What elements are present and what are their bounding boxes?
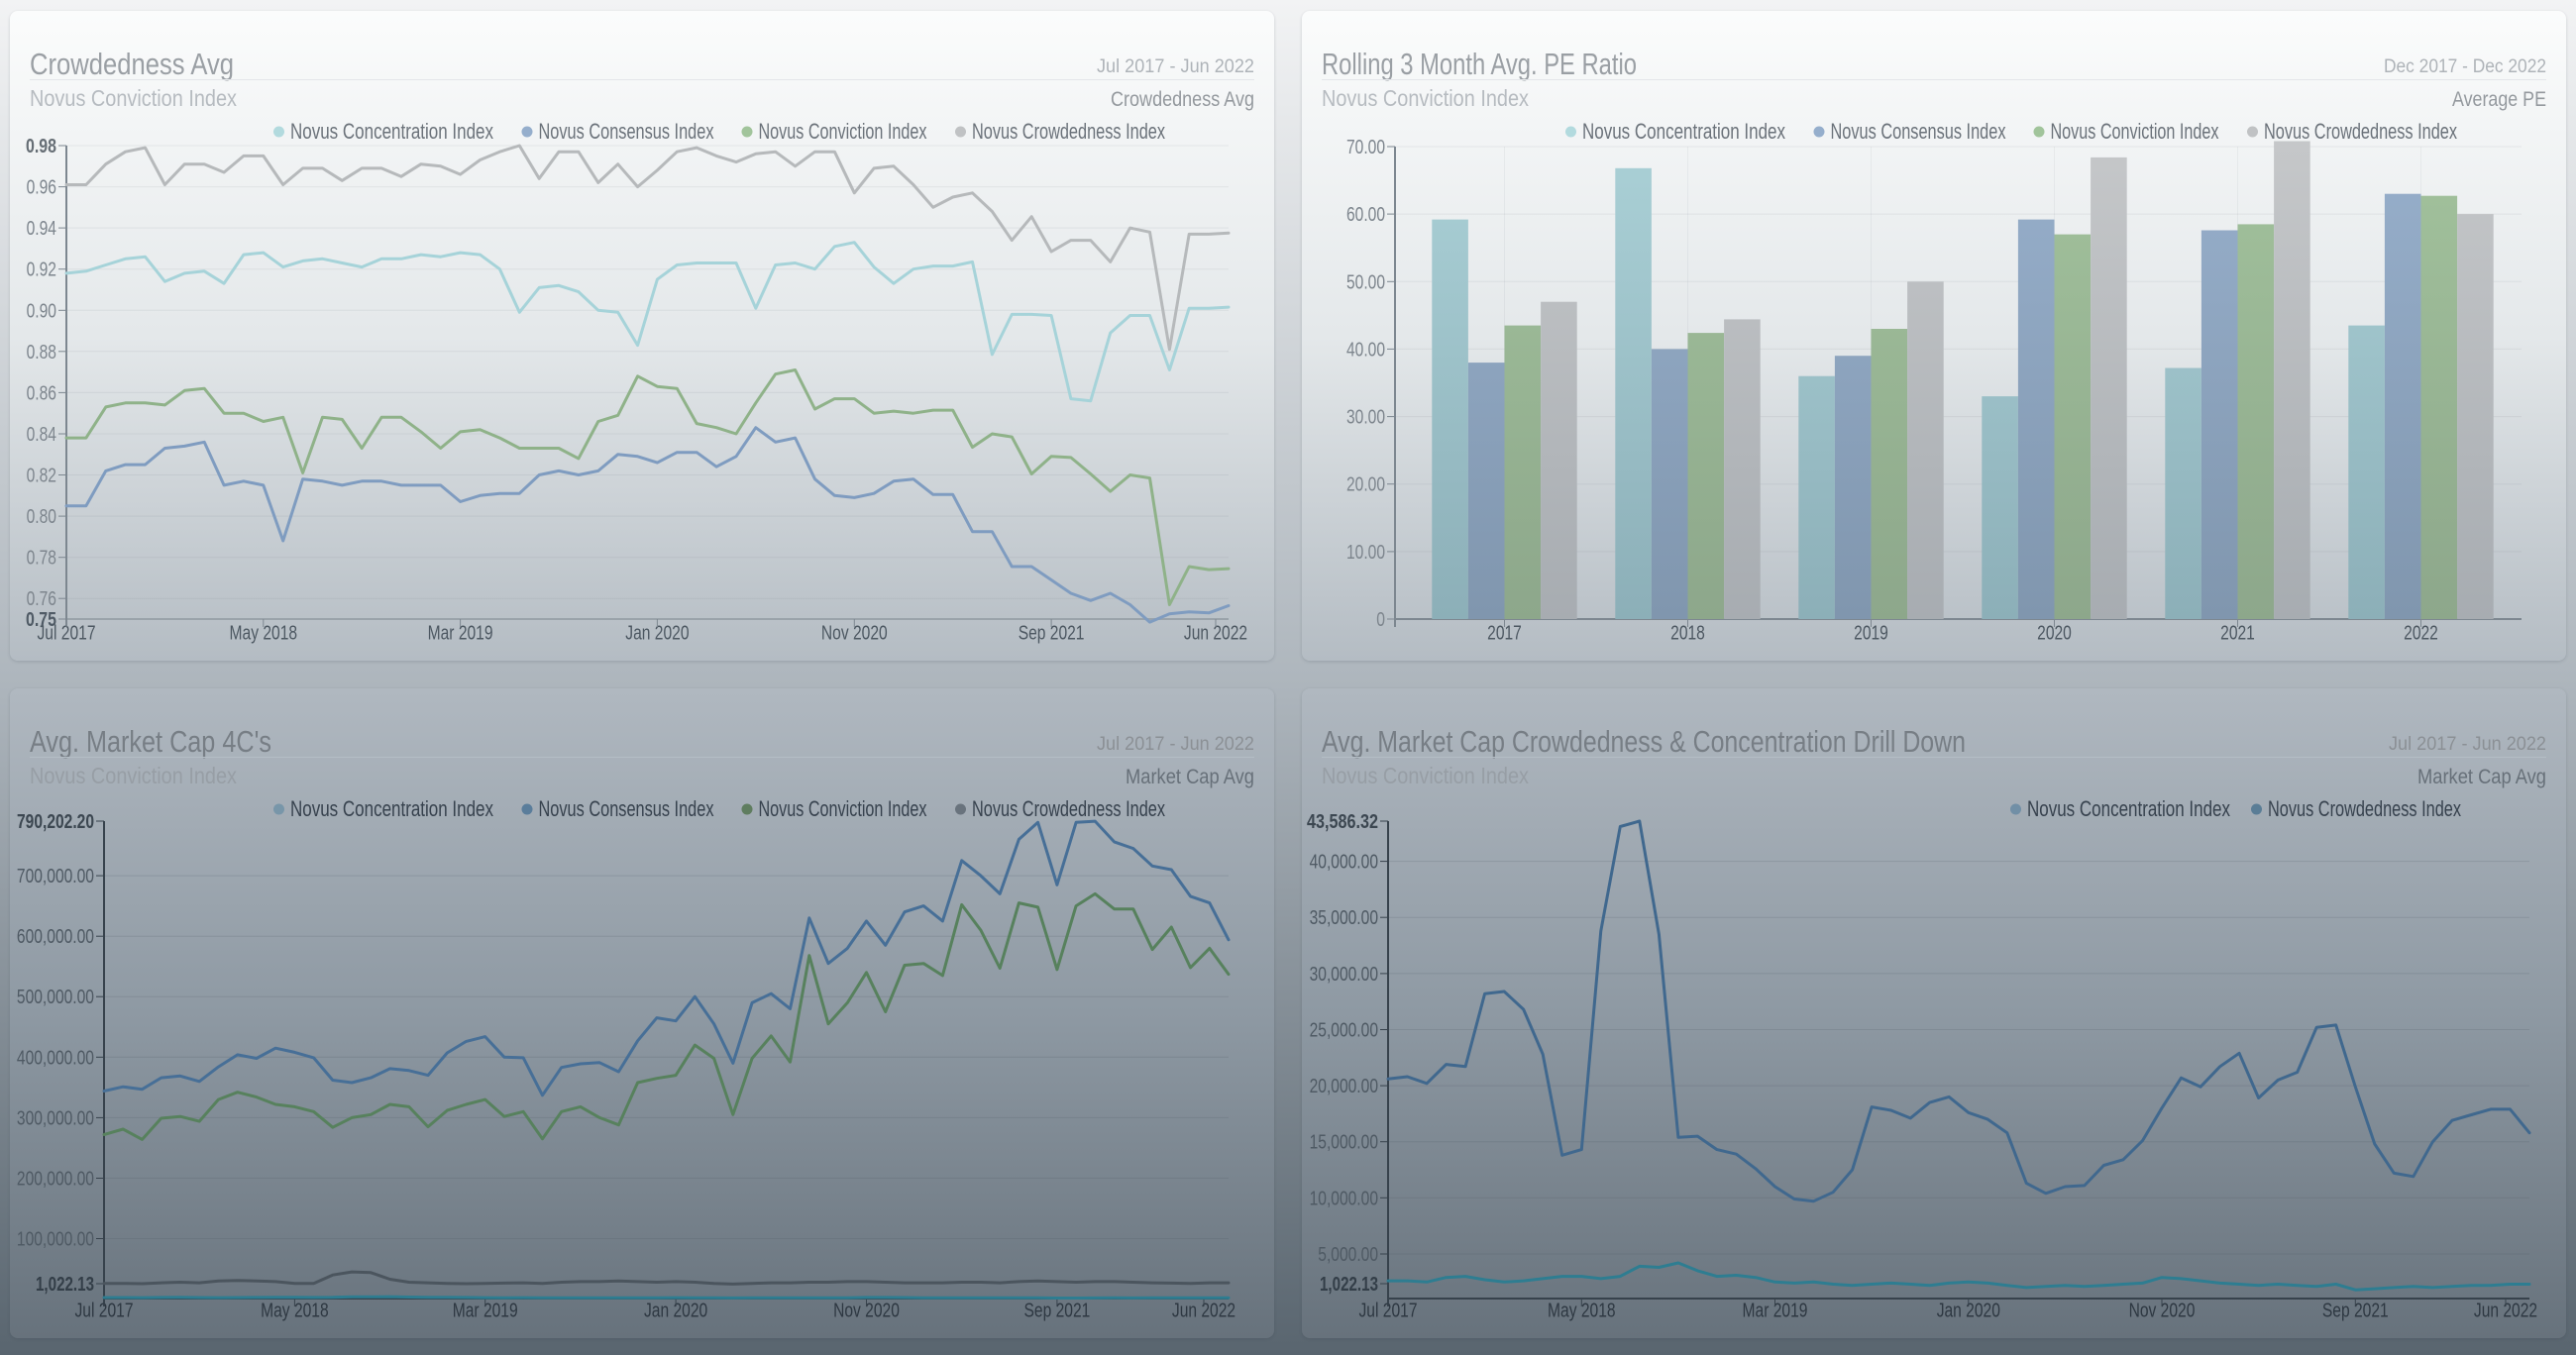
svg-text:Novus Crowdedness Index: Novus Crowdedness Index [972,119,1165,144]
svg-text:40.00: 40.00 [1346,339,1385,361]
svg-text:Novus Consensus Index: Novus Consensus Index [539,796,714,821]
svg-text:Crowdedness Avg: Crowdedness Avg [30,48,234,81]
svg-text:Novus Consensus Index: Novus Consensus Index [1831,119,2006,144]
svg-text:Novus Crowdedness Index: Novus Crowdedness Index [972,796,1165,821]
svg-text:Jul 2017 - Jun 2022: Jul 2017 - Jun 2022 [1097,55,1254,77]
svg-text:10,000.00: 10,000.00 [1310,1188,1378,1209]
svg-text:0.78: 0.78 [27,548,56,570]
svg-text:Crowdedness Avg: Crowdedness Avg [1111,88,1254,111]
svg-text:Jul 2017 - Jun 2022: Jul 2017 - Jun 2022 [2389,733,2546,755]
svg-text:Jul 2017 - Jun 2022: Jul 2017 - Jun 2022 [1097,733,1254,755]
svg-text:790,202.20: 790,202.20 [17,811,94,833]
svg-text:Market Cap Avg: Market Cap Avg [2417,766,2546,788]
svg-text:0.84: 0.84 [27,424,56,446]
svg-text:Rolling 3 Month Avg. PE Ratio: Rolling 3 Month Avg. PE Ratio [1322,48,1637,81]
svg-text:Sep 2021: Sep 2021 [1024,1301,1091,1322]
svg-text:30,000.00: 30,000.00 [1310,964,1378,986]
svg-text:May 2018: May 2018 [230,623,298,645]
svg-text:20.00: 20.00 [1346,474,1385,496]
svg-text:0.96: 0.96 [27,177,56,199]
svg-text:Avg. Market Cap Crowdedness &: Avg. Market Cap Crowdedness & Concentrat… [1322,725,1966,759]
svg-text:500,000.00: 500,000.00 [17,987,94,1008]
svg-text:70.00: 70.00 [1346,137,1385,158]
svg-text:200,000.00: 200,000.00 [17,1169,94,1191]
svg-text:2021: 2021 [2220,623,2255,645]
svg-text:Jan 2020: Jan 2020 [644,1301,707,1322]
svg-text:0: 0 [1376,609,1385,631]
svg-text:Novus Conviction Index: Novus Conviction Index [1322,85,1529,111]
svg-text:60.00: 60.00 [1346,204,1385,226]
svg-text:Mar 2019: Mar 2019 [428,623,493,645]
svg-text:0.90: 0.90 [27,300,56,322]
svg-text:Dec 2017 - Dec 2022: Dec 2017 - Dec 2022 [2384,55,2546,77]
svg-text:Jun 2022: Jun 2022 [1172,1301,1235,1322]
svg-text:30.00: 30.00 [1346,407,1385,429]
svg-text:25,000.00: 25,000.00 [1310,1020,1378,1042]
svg-text:Novus Conviction Index: Novus Conviction Index [759,119,927,144]
svg-text:Mar 2019: Mar 2019 [453,1301,518,1322]
svg-text:10.00: 10.00 [1346,542,1385,564]
svg-text:300,000.00: 300,000.00 [17,1107,94,1129]
svg-text:0.94: 0.94 [27,218,56,240]
svg-text:0.92: 0.92 [27,260,56,281]
svg-text:100,000.00: 100,000.00 [17,1229,94,1251]
svg-text:Novus Conviction Index: Novus Conviction Index [30,85,237,111]
svg-text:Novus Crowdedness Index: Novus Crowdedness Index [2264,119,2457,144]
svg-text:43,586.32: 43,586.32 [1307,811,1378,833]
svg-text:2018: 2018 [1670,623,1705,645]
svg-text:0.75: 0.75 [26,609,56,631]
svg-text:Jun 2022: Jun 2022 [1184,623,1247,645]
svg-text:600,000.00: 600,000.00 [17,926,94,948]
svg-text:Nov 2020: Nov 2020 [833,1301,900,1322]
svg-text:Novus Conviction Index: Novus Conviction Index [30,763,237,788]
svg-text:0.76: 0.76 [27,588,56,610]
svg-text:Avg. Market Cap 4C's: Avg. Market Cap 4C's [30,725,271,759]
svg-text:Novus Concentration Index: Novus Concentration Index [2027,796,2230,821]
svg-text:50.00: 50.00 [1346,271,1385,293]
svg-text:May 2018: May 2018 [1548,1301,1616,1322]
svg-text:Average PE: Average PE [2452,88,2546,111]
svg-text:Nov 2020: Nov 2020 [2129,1301,2196,1322]
svg-text:Sep 2021: Sep 2021 [2322,1301,2389,1322]
svg-text:Jul 2017: Jul 2017 [38,623,96,645]
svg-text:Jan 2020: Jan 2020 [1937,1301,2000,1322]
svg-text:2022: 2022 [2404,623,2438,645]
svg-text:Novus Conviction Index: Novus Conviction Index [759,796,927,821]
svg-text:15,000.00: 15,000.00 [1310,1132,1378,1154]
svg-text:0.80: 0.80 [27,506,56,528]
svg-text:20,000.00: 20,000.00 [1310,1076,1378,1097]
svg-text:Novus Concentration Index: Novus Concentration Index [1582,119,1785,144]
svg-text:Jan 2020: Jan 2020 [625,623,689,645]
svg-text:2017: 2017 [1487,623,1522,645]
svg-text:40,000.00: 40,000.00 [1310,852,1378,874]
svg-text:1,022.13: 1,022.13 [1320,1274,1378,1296]
svg-text:Sep 2021: Sep 2021 [1019,623,1085,645]
svg-text:0.82: 0.82 [27,466,56,487]
svg-text:0.86: 0.86 [27,382,56,404]
svg-text:Nov 2020: Nov 2020 [821,623,888,645]
svg-text:5,000.00: 5,000.00 [1318,1244,1378,1266]
svg-text:Novus Conviction Index: Novus Conviction Index [1322,763,1529,788]
svg-text:400,000.00: 400,000.00 [17,1047,94,1069]
svg-text:35,000.00: 35,000.00 [1310,907,1378,929]
svg-text:2020: 2020 [2037,623,2072,645]
svg-text:Novus Concentration Index: Novus Concentration Index [290,119,493,144]
svg-text:May 2018: May 2018 [261,1301,329,1322]
svg-text:Novus Concentration Index: Novus Concentration Index [290,796,493,821]
svg-text:Novus Crowdedness Index: Novus Crowdedness Index [2268,796,2461,821]
svg-text:Jul 2017: Jul 2017 [1359,1301,1418,1322]
svg-text:Jul 2017: Jul 2017 [75,1301,134,1322]
svg-text:Jun 2022: Jun 2022 [2474,1301,2537,1322]
svg-text:Novus Conviction Index: Novus Conviction Index [2051,119,2219,144]
svg-text:Mar 2019: Mar 2019 [1743,1301,1808,1322]
svg-text:700,000.00: 700,000.00 [17,866,94,887]
svg-text:Market Cap Avg: Market Cap Avg [1126,766,1254,788]
svg-text:1,022.13: 1,022.13 [36,1274,94,1296]
svg-text:2019: 2019 [1854,623,1888,645]
svg-text:Novus Consensus Index: Novus Consensus Index [539,119,714,144]
svg-text:0.88: 0.88 [27,342,56,364]
svg-text:0.98: 0.98 [26,136,56,157]
